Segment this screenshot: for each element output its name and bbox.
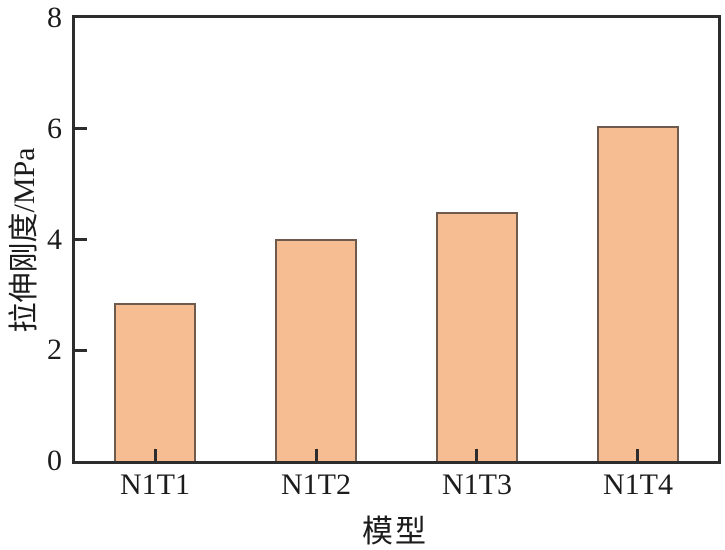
x-tick-label-N1T1: N1T1: [120, 468, 190, 501]
y-tick-label-4: 4: [47, 223, 62, 256]
x-tick-N1T4: [636, 449, 639, 461]
y-tick-6: [75, 127, 87, 130]
bar-N1T3: [436, 212, 518, 461]
x-tick-label-N1T3: N1T3: [442, 468, 512, 501]
bar-N1T4: [597, 126, 679, 461]
x-tick-N1T2: [315, 449, 318, 461]
x-tick-label-N1T4: N1T4: [603, 468, 673, 501]
plot-area: [72, 15, 721, 464]
y-tick-label-0: 0: [47, 444, 62, 477]
x-tick-N1T1: [154, 449, 157, 461]
y-tick-2: [75, 349, 87, 352]
y-tick-4: [75, 238, 87, 241]
x-axis-title: 模型: [362, 514, 428, 549]
y-tick-label-6: 6: [47, 112, 62, 145]
bar-N1T1: [114, 303, 196, 461]
bar-N1T2: [275, 239, 357, 461]
y-axis-title: 拉伸刚度/MPa: [8, 147, 41, 333]
y-tick-label-8: 8: [47, 1, 62, 34]
x-tick-label-N1T2: N1T2: [281, 468, 351, 501]
y-tick-label-2: 2: [47, 333, 62, 366]
x-tick-N1T3: [475, 449, 478, 461]
